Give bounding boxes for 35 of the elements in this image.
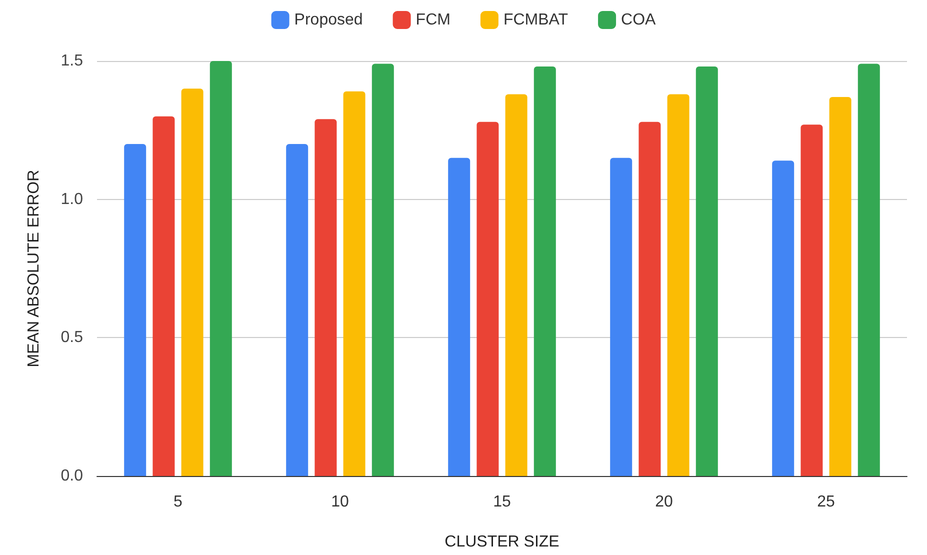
bar [667, 94, 690, 476]
y-tick-label: 1.5 [60, 52, 84, 70]
bar [505, 94, 528, 476]
bar [286, 144, 308, 476]
legend-label: FCM [416, 12, 450, 28]
y-tick-label: 0.5 [60, 329, 84, 346]
legend-label: COA [621, 12, 656, 28]
bar [858, 64, 880, 476]
legend-label: FCMBAT [503, 12, 568, 28]
bar [638, 122, 661, 476]
bar [534, 66, 556, 476]
y-tick-label: 1.0 [60, 190, 84, 208]
bar [610, 158, 632, 476]
bar [829, 96, 852, 476]
y-axis-title: MEAN ABSOLUTE ERROR [26, 170, 42, 368]
x-tick-label: 10 [331, 494, 349, 510]
bar [343, 91, 366, 476]
x-tick-label: 25 [817, 494, 835, 510]
bar [314, 119, 337, 476]
bar [696, 66, 718, 476]
bar [476, 122, 499, 476]
bar [210, 61, 232, 476]
x-tick-label: 20 [655, 494, 673, 510]
x-tick-label: 15 [493, 494, 511, 510]
y-tick-label: 0.0 [60, 468, 84, 484]
bar [124, 144, 146, 476]
x-axis-title: CLUSTER SIZE [444, 534, 560, 550]
bar [181, 88, 204, 476]
bar [448, 158, 470, 476]
bar [152, 116, 175, 476]
bar [372, 64, 394, 476]
x-tick-label: 5 [174, 494, 183, 510]
bar [772, 160, 794, 476]
legend-label: Proposed [294, 12, 363, 28]
bar [800, 124, 823, 476]
